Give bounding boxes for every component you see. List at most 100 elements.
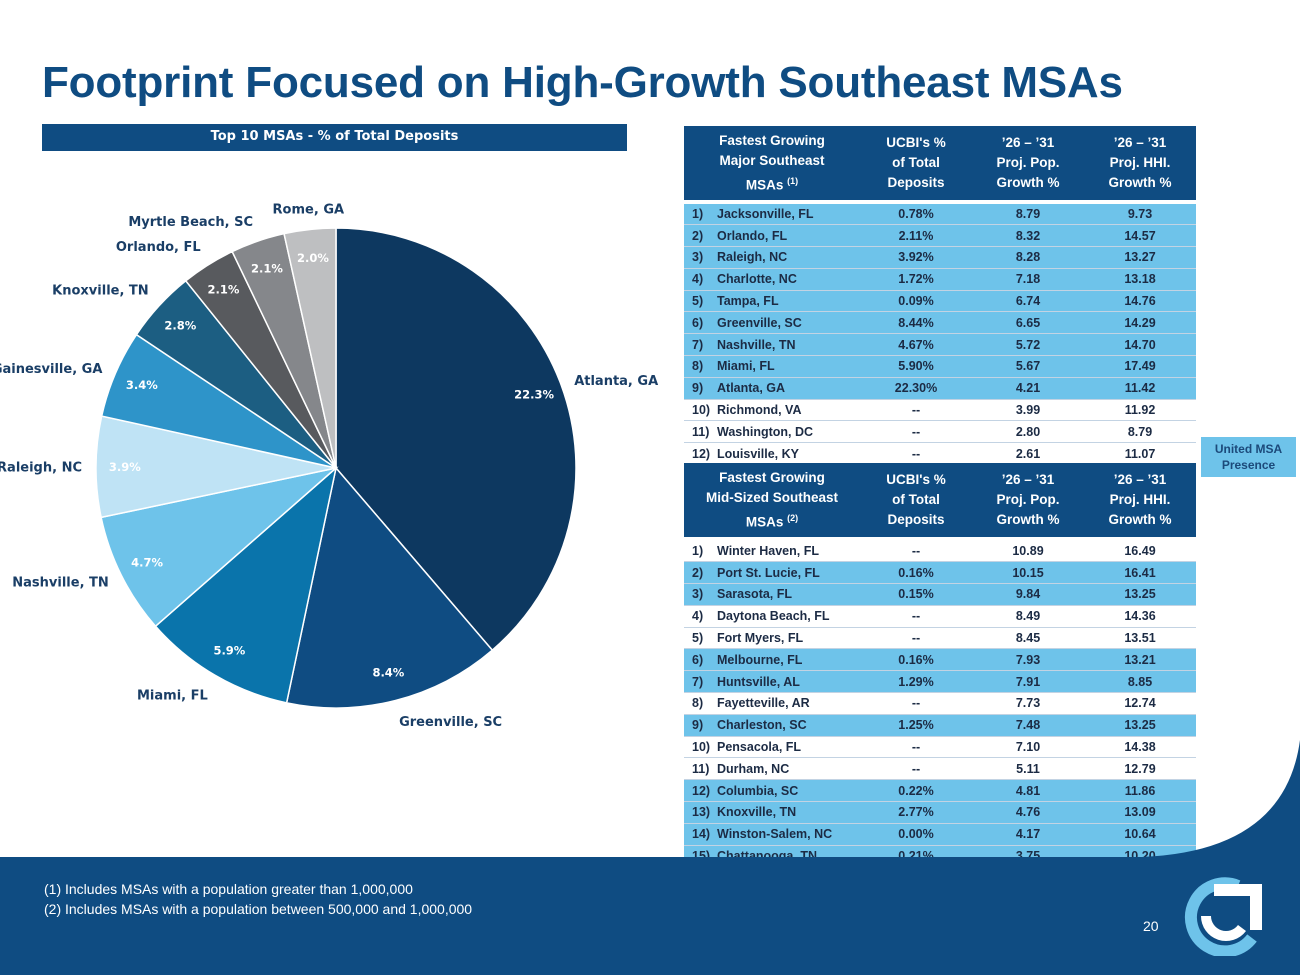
deposits-cell: 1.29%	[860, 670, 972, 694]
deposits-cell: 4.67%	[860, 333, 972, 357]
pop-growth-cell: 5.72	[972, 333, 1084, 357]
table-row: 5) Fort Myers, FL -- 8.45 13.51	[684, 627, 1196, 650]
msa-name-cell: 14) Winston-Salem, NC	[684, 823, 860, 846]
slice-value-label: 2.1%	[251, 261, 283, 275]
pop-growth-cell: 8.45	[972, 627, 1084, 650]
msa-name-cell: 2) Port St. Lucie, FL	[684, 561, 860, 585]
hhi-growth-cell: 8.79	[1084, 420, 1196, 444]
pop-growth-cell: 9.84	[972, 583, 1084, 606]
msa-name: Richmond, VA	[717, 403, 802, 418]
msa-name-cell: 7) Nashville, TN	[684, 333, 860, 357]
deposits-cell: --	[860, 442, 972, 466]
hhi-growth-cell: 10.64	[1084, 823, 1196, 846]
msa-name-cell: 7) Huntsville, AL	[684, 670, 860, 694]
rank-label: 11)	[692, 761, 710, 776]
mid-msa-rows: 1) Winter Haven, FL -- 10.89 16.49 2) Port St.…	[684, 536, 1196, 868]
rank-label: 5)	[692, 294, 704, 309]
hhi-growth-cell: 12.79	[1084, 757, 1196, 781]
pie-slice	[283, 227, 337, 469]
msa-name-cell: 6) Greenville, SC	[684, 311, 860, 335]
pop-growth-cell: 10.89	[972, 540, 1084, 563]
hhi-growth-cell: 11.07	[1084, 442, 1196, 466]
rank-label: 1)	[692, 206, 704, 221]
hhi-growth-cell: 13.51	[1084, 627, 1196, 650]
table-header-row: Fastest Growing Major Southeast MSAs (1) U…	[684, 126, 1196, 200]
msa-name: Knoxville, TN	[717, 805, 797, 820]
rank-label: 9)	[692, 718, 704, 733]
header-spacer	[684, 199, 1196, 204]
hhi-growth-cell: 11.92	[1084, 399, 1196, 422]
msa-name: Pensacola, FL	[717, 740, 802, 755]
deposits-cell: 0.16%	[860, 648, 972, 672]
hhi-growth-cell: 14.29	[1084, 311, 1196, 335]
rank-label: 8)	[692, 359, 704, 374]
hhi-growth-cell: 8.85	[1084, 670, 1196, 694]
msa-name: Chattanooga, TN	[717, 849, 817, 864]
pop-growth-cell: 4.76	[972, 801, 1084, 824]
pop-growth-cell: 8.49	[972, 605, 1084, 628]
rank-label: 12)	[692, 783, 711, 798]
deposits-cell: 8.44%	[860, 311, 972, 335]
pop-growth-cell: 2.61	[972, 442, 1084, 466]
msa-name: Orlando, FL	[717, 228, 788, 243]
rank-label: 6)	[692, 315, 704, 330]
msa-name-cell: 10) Richmond, VA	[684, 399, 860, 422]
legend-label-line2: Presence	[1221, 458, 1276, 472]
page-number: 20	[1143, 918, 1159, 934]
msa-name-cell: 4) Charlotte, NC	[684, 268, 860, 291]
hhi-growth-cell: 16.41	[1084, 561, 1196, 585]
deposits-cell: 5.90%	[860, 355, 972, 378]
msa-name: Washington, DC	[717, 424, 814, 439]
msa-name: Winston-Salem, NC	[717, 827, 833, 842]
rank-label: 3)	[692, 587, 704, 602]
msa-name: Raleigh, NC	[717, 250, 788, 265]
msa-name: Atlanta, GA	[717, 381, 786, 396]
table-row: 4) Daytona Beach, FL -- 8.49 14.36	[684, 605, 1196, 628]
msa-name: Fayetteville, AR	[717, 696, 810, 711]
msa-name: Port St. Lucie, FL	[717, 565, 820, 580]
table-row: 11) Durham, NC -- 5.11 12.79	[684, 757, 1196, 781]
pop-growth-cell: 3.75	[972, 845, 1084, 868]
msa-name: Durham, NC	[717, 761, 790, 776]
slice-value-label: 2.0%	[297, 251, 329, 265]
msa-name: Miami, FL	[717, 359, 775, 374]
slice-value-label: 8.4%	[372, 666, 404, 680]
msa-name: Charleston, SC	[717, 718, 807, 733]
pop-growth-cell: 7.18	[972, 268, 1084, 291]
slice-category-label: Raleigh, NC	[0, 461, 82, 476]
msa-name-cell: 12) Columbia, SC	[684, 779, 860, 803]
pop-growth-cell: 7.73	[972, 692, 1084, 715]
table-row: 5) Tampa, FL 0.09% 6.74 14.76	[684, 290, 1196, 313]
slice-value-label: 5.9%	[213, 643, 245, 657]
pie-slice	[154, 465, 338, 704]
hhi-growth-cell: 11.42	[1084, 377, 1196, 400]
table-row: 3) Raleigh, NC 3.92% 8.28 13.27	[684, 246, 1196, 269]
hhi-growth-cell: 13.09	[1084, 801, 1196, 824]
deposits-cell: 22.30%	[860, 377, 972, 400]
pie-slice	[285, 466, 494, 709]
pop-growth-cell: 3.99	[972, 399, 1084, 422]
msa-name-cell: 9) Charleston, SC	[684, 714, 860, 737]
slice-value-label: 2.8%	[164, 318, 196, 332]
msa-name-cell: 4) Daytona Beach, FL	[684, 605, 860, 628]
table-row: 11) Washington, DC -- 2.80 8.79	[684, 420, 1196, 444]
rank-label: 8)	[692, 696, 704, 711]
header-deposits: UCBI's % of Total Deposits	[860, 463, 972, 537]
msa-name: Sarasota, FL	[717, 587, 793, 602]
pop-growth-cell: 6.74	[972, 290, 1084, 313]
hhi-growth-cell: 12.74	[1084, 692, 1196, 715]
pop-growth-cell: 7.91	[972, 670, 1084, 694]
page-title: Footprint Focused on High-Growth Southea…	[42, 58, 1123, 107]
pop-growth-cell: 10.15	[972, 561, 1084, 585]
rank-label: 7)	[692, 337, 704, 352]
msa-name-cell: 6) Melbourne, FL	[684, 648, 860, 672]
rank-label: 4)	[692, 609, 704, 624]
msa-name-cell: 15) Chattanooga, TN	[684, 845, 860, 868]
table-row: 13) Knoxville, TN 2.77% 4.76 13.09	[684, 801, 1196, 824]
msa-name: Louisville, KY	[717, 446, 799, 461]
table-row: 15) Chattanooga, TN 0.21% 3.75 10.20	[684, 845, 1196, 868]
deposits-cell: --	[860, 605, 972, 628]
deposits-cell: --	[860, 627, 972, 650]
deposits-cell: 0.15%	[860, 583, 972, 606]
table-row: 14) Winston-Salem, NC 0.00% 4.17 10.64	[684, 823, 1196, 846]
